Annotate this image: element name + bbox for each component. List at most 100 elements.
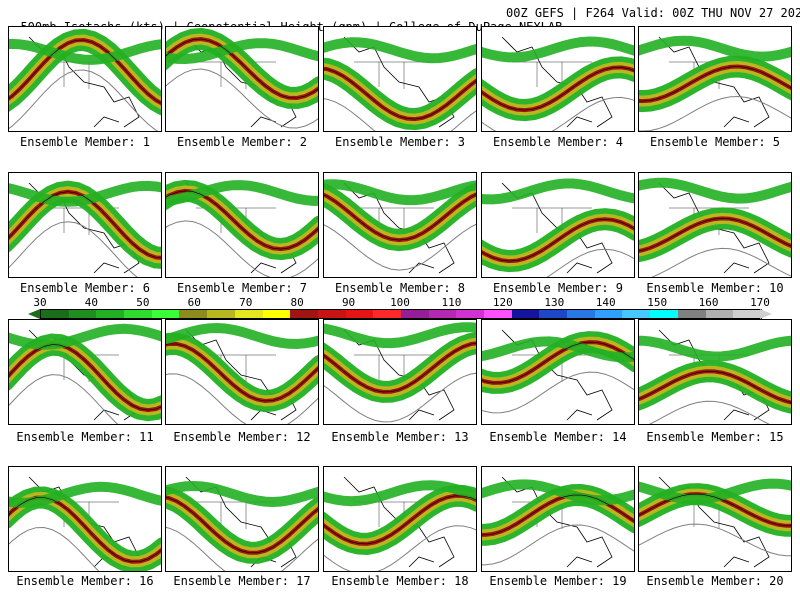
colorbar-tick-label: 160 bbox=[698, 296, 719, 309]
ensemble-panel bbox=[638, 466, 792, 572]
colorbar-segment bbox=[68, 310, 97, 318]
jet-secondary bbox=[639, 177, 791, 204]
jet-secondary bbox=[639, 478, 791, 505]
ensemble-panel bbox=[8, 172, 162, 278]
colorbar-tick-label: 80 bbox=[290, 296, 304, 309]
jet-secondary bbox=[482, 36, 634, 63]
colorbar-segment bbox=[677, 310, 706, 318]
jet-secondary bbox=[324, 322, 476, 349]
jet-secondary bbox=[324, 179, 476, 206]
colorbar-segment bbox=[594, 310, 623, 318]
ensemble-panel bbox=[165, 172, 319, 278]
ensemble-panel bbox=[481, 466, 635, 572]
colorbar-tick-label: 170 bbox=[750, 296, 770, 309]
colorbar-tick-label: 70 bbox=[239, 296, 253, 309]
colorbar-tick-label: 140 bbox=[595, 296, 616, 309]
jet-secondary bbox=[9, 323, 161, 350]
colorbar-tick-label: 120 bbox=[492, 296, 513, 309]
ensemble-panel bbox=[638, 319, 792, 425]
colorbar-segment bbox=[622, 310, 651, 318]
colorbar-segment bbox=[567, 310, 595, 318]
height-lines bbox=[9, 39, 161, 104]
height-lines bbox=[166, 190, 318, 250]
height-contour bbox=[651, 247, 791, 277]
height-contour bbox=[9, 69, 159, 131]
height-lines bbox=[324, 343, 476, 393]
ensemble-member-label: Ensemble Member: 6 bbox=[19, 281, 151, 295]
ensemble-panel bbox=[165, 319, 319, 425]
colorbar-tick-label: 60 bbox=[187, 296, 201, 309]
jet-secondary bbox=[482, 178, 634, 205]
colorbar-segment bbox=[96, 310, 125, 318]
jet-secondary bbox=[166, 180, 318, 206]
height-contour bbox=[324, 98, 476, 131]
ensemble-panel bbox=[8, 466, 162, 572]
jet-secondary bbox=[639, 335, 791, 362]
ensemble-member-label: Ensemble Member: 11 bbox=[16, 430, 154, 444]
colorbar-segment bbox=[705, 310, 734, 318]
height-contour bbox=[482, 524, 634, 566]
height-contour bbox=[639, 523, 791, 557]
colorbar-segment bbox=[262, 310, 291, 318]
height-contour bbox=[166, 220, 318, 277]
height-contour bbox=[546, 248, 634, 277]
height-lines bbox=[482, 494, 634, 536]
height-lines bbox=[9, 497, 161, 563]
height-lines bbox=[482, 341, 634, 384]
colorbar-segment bbox=[207, 310, 235, 318]
ensemble-panel bbox=[323, 466, 477, 572]
height-contour bbox=[649, 400, 770, 424]
jet-secondary bbox=[324, 480, 476, 507]
height-contour bbox=[9, 374, 119, 424]
colorbar-low-arrow bbox=[28, 309, 40, 319]
ensemble-member-label: Ensemble Member: 19 bbox=[489, 574, 627, 588]
coastline bbox=[658, 36, 770, 128]
height-lines bbox=[639, 493, 791, 527]
ensemble-member-label: Ensemble Member: 20 bbox=[646, 574, 784, 588]
colorbar-segment bbox=[345, 310, 374, 318]
colorbar-segment bbox=[179, 310, 208, 318]
ensemble-member-label: Ensemble Member: 7 bbox=[176, 281, 308, 295]
ensemble-panel bbox=[8, 26, 162, 132]
ensemble-panel bbox=[481, 26, 635, 132]
ensemble-member-label: Ensemble Member: 18 bbox=[331, 574, 469, 588]
ensemble-panel bbox=[481, 319, 635, 425]
ensemble-member-label: Ensemble Member: 10 bbox=[646, 281, 784, 295]
coastline bbox=[501, 476, 613, 568]
ensemble-panel bbox=[8, 319, 162, 425]
ensemble-panel bbox=[638, 172, 792, 278]
height-contour bbox=[482, 96, 634, 131]
colorbar-high-arrow bbox=[760, 309, 772, 319]
height-contour bbox=[482, 371, 634, 414]
colorbar-segment bbox=[456, 310, 484, 318]
coastline bbox=[658, 182, 770, 274]
jet-secondary bbox=[9, 481, 161, 508]
colorbar-segment bbox=[733, 310, 761, 318]
isotach-colorbar bbox=[40, 309, 762, 319]
height-lines bbox=[639, 218, 791, 252]
height-lines bbox=[324, 495, 476, 545]
height-lines bbox=[9, 344, 161, 411]
ensemble-member-label: Ensemble Member: 4 bbox=[492, 135, 624, 149]
height-lines bbox=[482, 67, 634, 111]
ensemble-member-label: Ensemble Member: 15 bbox=[646, 430, 784, 444]
height-contour bbox=[324, 525, 476, 571]
height-lines bbox=[166, 497, 318, 554]
height-contour bbox=[324, 223, 476, 271]
height-contour bbox=[639, 95, 791, 131]
colorbar-segment bbox=[151, 310, 180, 318]
colorbar-segment bbox=[41, 310, 69, 318]
ensemble-member-label: Ensemble Member: 12 bbox=[173, 430, 311, 444]
colorbar-segment bbox=[373, 310, 401, 318]
ensemble-member-label: Ensemble Member: 2 bbox=[176, 135, 308, 149]
jet-secondary bbox=[166, 38, 318, 65]
ensemble-member-label: Ensemble Member: 5 bbox=[649, 135, 781, 149]
jet-secondary bbox=[324, 37, 476, 64]
colorbar-segment bbox=[124, 310, 152, 318]
height-lines bbox=[639, 370, 791, 403]
colorbar-segment bbox=[400, 310, 429, 318]
jet-secondary bbox=[482, 336, 634, 363]
height-lines bbox=[166, 38, 318, 99]
ensemble-member-label: Ensemble Member: 14 bbox=[489, 430, 627, 444]
colorbar-segment bbox=[234, 310, 263, 318]
